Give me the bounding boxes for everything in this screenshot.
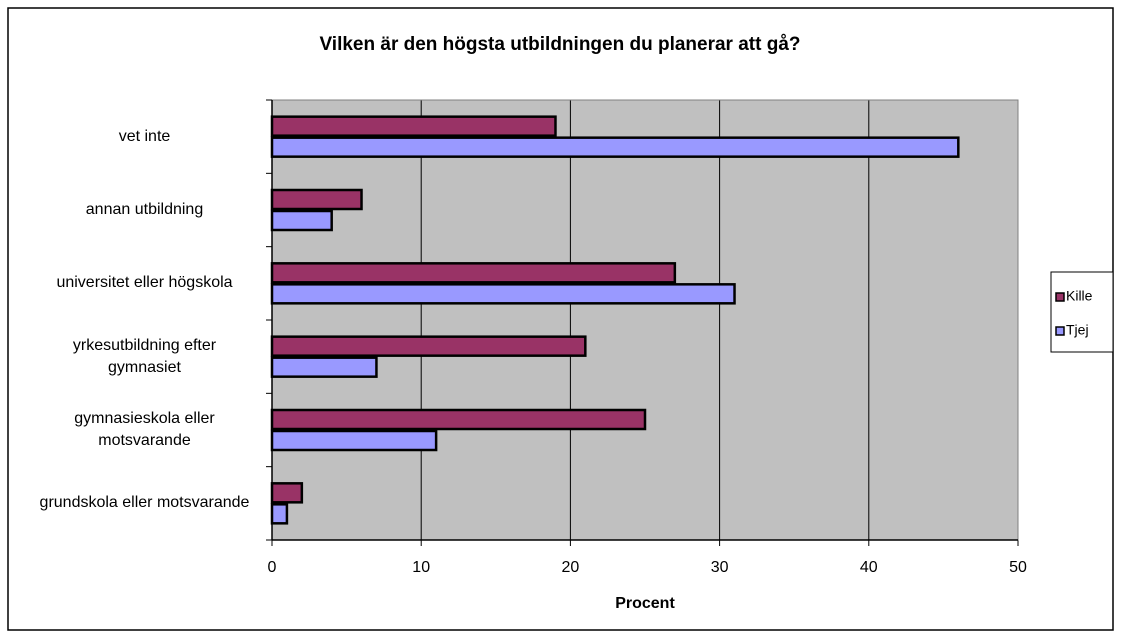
x-tick-label: 0 — [268, 559, 277, 576]
y-tick-label: grundskola eller motsvarande — [39, 494, 250, 512]
bar — [270, 356, 378, 378]
x-axis-label: Procent — [615, 595, 675, 612]
x-tick-label: 30 — [711, 559, 729, 576]
x-tick-label: 10 — [412, 559, 430, 576]
y-tick-label: gymnasieskola eller motsvarande — [74, 410, 215, 449]
bar — [270, 283, 736, 305]
bar — [270, 408, 647, 431]
legend-swatch — [1055, 292, 1065, 302]
bar — [270, 209, 333, 232]
x-tick-label: 40 — [860, 559, 878, 576]
bar — [270, 503, 289, 525]
bar — [270, 429, 438, 452]
chart-title: Vilken är den högsta utbildningen du pla… — [319, 34, 800, 55]
y-tick-label: vet inte — [118, 127, 171, 145]
x-tick-label: 50 — [1009, 559, 1027, 576]
x-tick-label: 20 — [562, 559, 580, 576]
plot-area — [272, 100, 1018, 540]
legend-box — [1050, 271, 1114, 353]
bar — [270, 115, 557, 137]
bar — [270, 482, 304, 504]
bar — [270, 188, 363, 211]
y-tick-label: universitet eller högskola — [56, 274, 233, 292]
legend-label: Tjej — [1066, 322, 1089, 338]
legend-swatch — [1055, 326, 1065, 336]
bar — [270, 335, 587, 357]
bar — [270, 136, 960, 158]
y-tick-label: annan utbildning — [85, 201, 204, 218]
legend-label: Kille — [1066, 288, 1093, 304]
y-tick-label: yrkesutbildning efter gymnasiet — [72, 336, 217, 376]
bar — [270, 262, 677, 284]
